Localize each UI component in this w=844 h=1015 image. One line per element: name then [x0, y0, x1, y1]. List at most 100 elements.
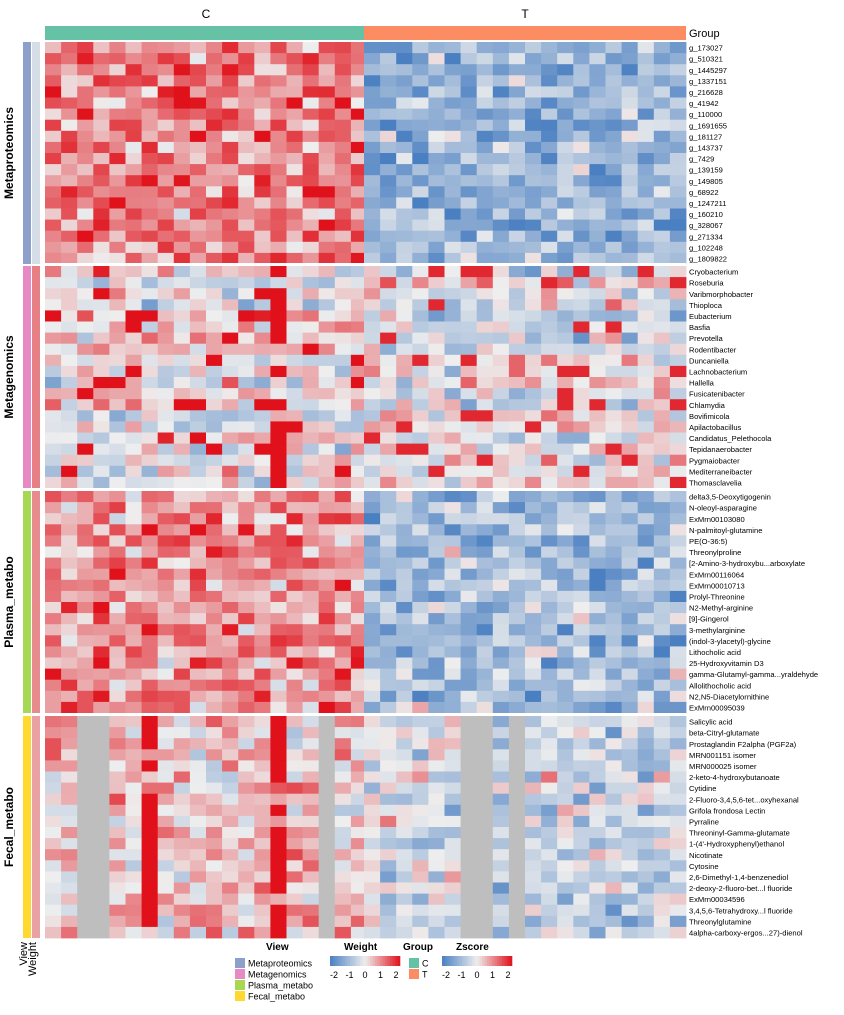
heatmap-cell: [238, 186, 255, 198]
heatmap-cell: [541, 602, 558, 614]
heatmap-cell: [364, 219, 381, 232]
heatmap-cell: [109, 635, 126, 647]
heatmap-cell: [254, 590, 271, 603]
heatmap-cell: [428, 815, 445, 828]
heatmap-cell: [93, 635, 110, 647]
heatmap-cell: [428, 241, 445, 254]
heatmap-cell: [557, 502, 574, 514]
legend-colorbar-segment: [367, 956, 371, 966]
heatmap-cell: [45, 546, 62, 558]
heatmap-cell: [637, 252, 655, 265]
heatmap-cell: [222, 432, 239, 444]
heatmap-cell: [270, 860, 287, 872]
heatmap-cell: [444, 86, 461, 98]
heatmap-cell: [286, 53, 303, 65]
heatmap-cell: [621, 893, 639, 906]
heatmap-cell: [61, 535, 78, 547]
legend-colorbar-segment: [395, 956, 398, 966]
heatmap-cell: [492, 760, 510, 772]
heatmap-cell: [396, 491, 413, 503]
heatmap-cell: [589, 860, 606, 872]
heatmap-cell: [396, 219, 413, 232]
heatmap-cell: [350, 635, 368, 647]
heatmap-cell: [222, 849, 239, 861]
heatmap-cell: [412, 771, 429, 783]
heatmap-cell: [77, 635, 94, 647]
heatmap-cell: [525, 635, 542, 647]
legend-colorbar-segment: [332, 956, 336, 966]
heatmap-cell: [45, 365, 62, 378]
heatmap-cell: [109, 252, 126, 265]
heatmap-cell: [508, 197, 526, 209]
heatmap-cell: [350, 42, 368, 54]
heatmap-cell: [508, 332, 526, 345]
heatmap-cell: [428, 838, 445, 850]
heatmap-cell: [669, 701, 687, 714]
heatmap-cell: [77, 399, 94, 411]
heatmap-cell: [669, 219, 687, 232]
heatmap-cell: [222, 465, 239, 478]
heatmap-cell: [334, 310, 352, 322]
heatmap-cell: [222, 882, 239, 894]
heatmap-cell: [302, 535, 320, 547]
heatmap-cell: [286, 782, 303, 795]
heatmap-cell: [525, 827, 542, 839]
heatmap-cell: [669, 738, 687, 750]
heatmap-cell: [334, 827, 352, 839]
heatmap-cell: [605, 546, 622, 558]
feature-label: 2-deoxy-2-fluoro-bet...l fluoride: [689, 884, 792, 893]
heatmap-cell: [476, 86, 494, 98]
heatmap-cell: [206, 153, 223, 165]
heatmap-cell: [125, 716, 142, 728]
heatmap-cell: [541, 491, 558, 503]
heatmap-cell: [396, 343, 413, 356]
heatmap-cell: [508, 624, 526, 636]
heatmap-cell: [380, 97, 397, 109]
heatmap-cell: [45, 277, 62, 289]
heatmap-cell: [669, 568, 687, 581]
heatmap-cell: [621, 568, 639, 581]
heatmap-cell: [270, 399, 287, 411]
heatmap-cell: [669, 613, 687, 625]
heatmap-cell: [541, 175, 558, 187]
bottom-row-label-Weight: Weight: [27, 942, 39, 976]
heatmap-cell: [206, 332, 223, 345]
heatmap-cell: [350, 546, 368, 558]
heatmap-cell: [508, 64, 526, 76]
heatmap-cell: [238, 524, 255, 536]
heatmap-cell: [653, 546, 671, 558]
heatmap-cell: [460, 252, 478, 265]
heatmap-cell: [492, 793, 510, 806]
heatmap-cell: [125, 793, 142, 806]
heatmap-cell: [45, 513, 62, 525]
heatmap-cell: [206, 579, 223, 592]
heatmap-cell: [508, 524, 526, 536]
heatmap-cell: [77, 546, 94, 558]
heatmap-cell: [541, 849, 558, 861]
heatmap-cell: [157, 288, 175, 300]
heatmap-cell: [621, 679, 639, 692]
heatmap-cell: [492, 354, 510, 367]
heatmap-cell: [444, 793, 461, 806]
heatmap-cell: [189, 476, 207, 489]
heatmap-cell: [350, 130, 368, 143]
heatmap-cell: [380, 893, 397, 906]
heatmap-cell: [238, 332, 255, 345]
heatmap-cell: [428, 513, 445, 525]
heatmap-cell: [573, 793, 590, 806]
heatmap-cell: [173, 108, 191, 121]
heatmap-cell: [412, 321, 429, 333]
heatmap-cell: [621, 738, 639, 750]
heatmap-cell: [573, 399, 590, 411]
heatmap-cell: [589, 399, 606, 411]
heatmap-cell: [364, 432, 381, 444]
heatmap-cell: [206, 75, 223, 87]
heatmap-cell: [380, 491, 397, 503]
heatmap-cell: [77, 502, 94, 514]
heatmap-cell: [412, 893, 429, 906]
heatmap-cell: [573, 838, 590, 850]
heatmap-cell: [189, 793, 207, 806]
heatmap-cell: [573, 535, 590, 547]
heatmap-cell: [653, 53, 671, 65]
heatmap-cell: [460, 164, 478, 176]
